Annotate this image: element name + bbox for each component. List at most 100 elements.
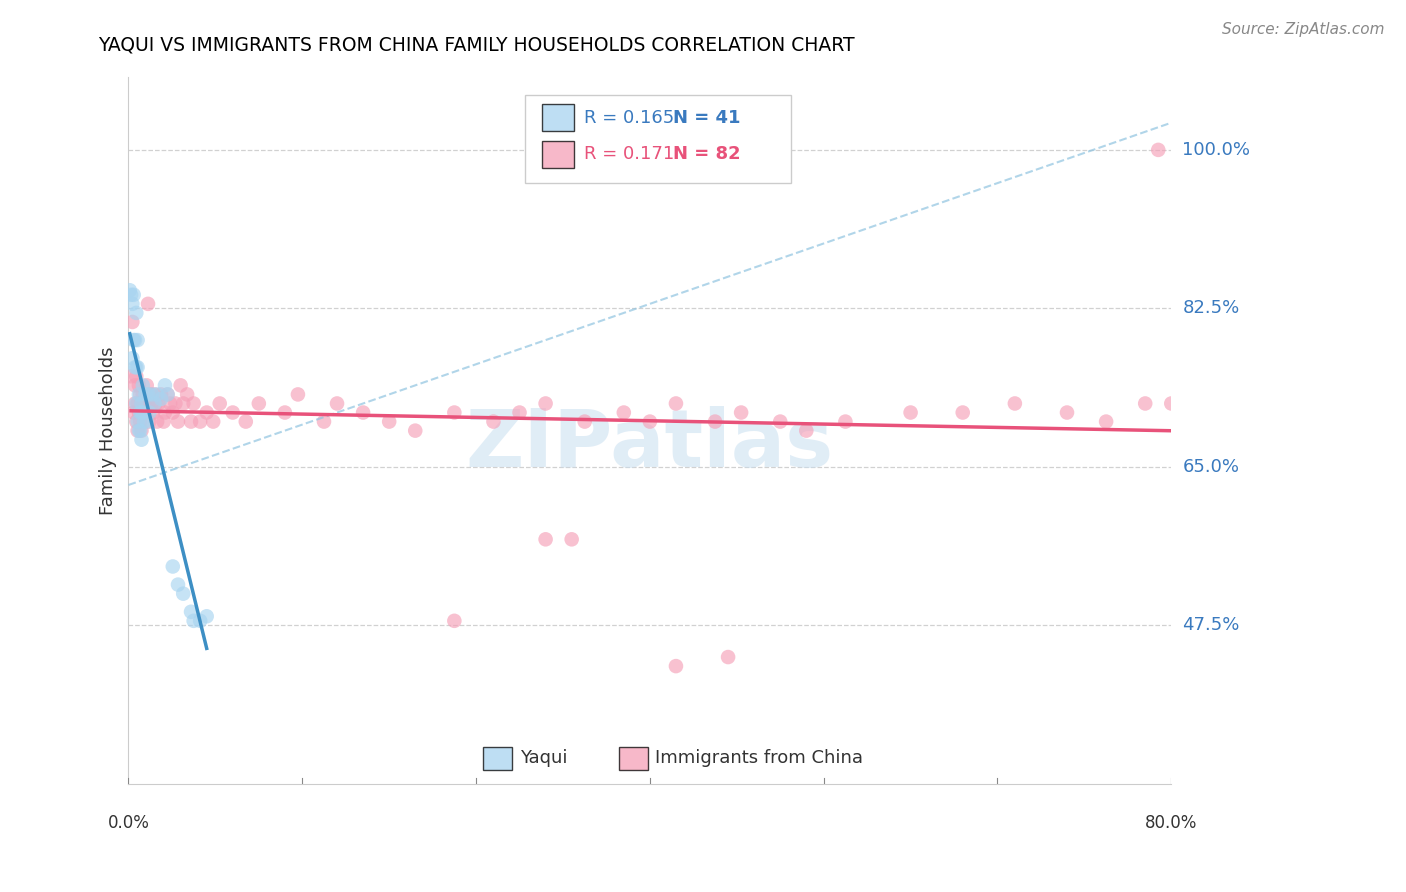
- Text: YAQUI VS IMMIGRANTS FROM CHINA FAMILY HOUSEHOLDS CORRELATION CHART: YAQUI VS IMMIGRANTS FROM CHINA FAMILY HO…: [98, 36, 855, 54]
- Point: [127, 396, 149, 410]
- Point: [128, 424, 150, 438]
- Point: [131, 396, 153, 410]
- Point: [132, 378, 155, 392]
- Point: [125, 360, 148, 375]
- Point: [124, 396, 146, 410]
- Point: [1056, 405, 1078, 419]
- Point: [534, 533, 557, 547]
- Point: [183, 396, 205, 410]
- Point: [128, 387, 150, 401]
- Point: [146, 387, 169, 401]
- Text: R = 0.171: R = 0.171: [583, 145, 675, 163]
- Point: [352, 405, 374, 419]
- Point: [312, 415, 335, 429]
- Point: [129, 424, 152, 438]
- Text: ZIPatlas: ZIPatlas: [465, 406, 834, 483]
- FancyBboxPatch shape: [543, 104, 574, 131]
- Point: [404, 424, 426, 438]
- Point: [730, 405, 752, 419]
- Point: [188, 415, 211, 429]
- FancyBboxPatch shape: [543, 141, 574, 168]
- Point: [769, 415, 792, 429]
- Point: [208, 396, 231, 410]
- Point: [136, 387, 159, 401]
- Point: [202, 415, 225, 429]
- Point: [120, 369, 142, 384]
- Point: [172, 587, 194, 601]
- Point: [274, 405, 297, 419]
- Point: [235, 415, 257, 429]
- Point: [125, 415, 148, 429]
- Point: [509, 405, 531, 419]
- Point: [135, 378, 157, 392]
- Point: [482, 415, 505, 429]
- Point: [665, 396, 688, 410]
- Point: [534, 396, 557, 410]
- Point: [127, 333, 149, 347]
- Point: [195, 405, 218, 419]
- Point: [176, 387, 198, 401]
- Point: [125, 396, 148, 410]
- Point: [638, 415, 661, 429]
- Point: [141, 387, 163, 401]
- Point: [122, 333, 145, 347]
- Point: [443, 405, 465, 419]
- Point: [195, 609, 218, 624]
- Point: [167, 577, 190, 591]
- Point: [613, 405, 636, 419]
- Point: [143, 387, 166, 401]
- Point: [134, 387, 156, 401]
- Text: Yaqui: Yaqui: [520, 749, 567, 767]
- Point: [124, 360, 146, 375]
- FancyBboxPatch shape: [484, 747, 512, 770]
- Point: [136, 297, 159, 311]
- Point: [1135, 396, 1157, 410]
- Point: [145, 396, 167, 410]
- Point: [222, 405, 245, 419]
- Point: [124, 333, 146, 347]
- Point: [131, 396, 153, 410]
- Text: N = 41: N = 41: [673, 109, 741, 127]
- Point: [131, 405, 153, 419]
- Point: [121, 297, 143, 311]
- Point: [162, 405, 184, 419]
- Point: [247, 396, 270, 410]
- Point: [132, 415, 155, 429]
- Point: [717, 650, 740, 665]
- Point: [180, 415, 202, 429]
- Text: 0.0%: 0.0%: [107, 814, 149, 832]
- Point: [156, 387, 179, 401]
- Point: [169, 378, 191, 392]
- Point: [188, 614, 211, 628]
- Point: [121, 315, 143, 329]
- Point: [127, 415, 149, 429]
- Point: [146, 415, 169, 429]
- Point: [127, 424, 149, 438]
- Point: [150, 392, 173, 406]
- Point: [129, 387, 152, 401]
- Point: [162, 559, 184, 574]
- Point: [834, 415, 856, 429]
- Point: [900, 405, 922, 419]
- Point: [443, 614, 465, 628]
- Point: [128, 405, 150, 419]
- Point: [125, 369, 148, 384]
- Point: [172, 396, 194, 410]
- Point: [561, 533, 583, 547]
- Point: [378, 415, 401, 429]
- Point: [131, 424, 153, 438]
- Point: [127, 360, 149, 375]
- Point: [143, 396, 166, 410]
- Text: 47.5%: 47.5%: [1182, 616, 1240, 634]
- Point: [122, 405, 145, 419]
- Point: [131, 433, 153, 447]
- Text: R = 0.165: R = 0.165: [583, 109, 675, 127]
- Point: [1147, 143, 1170, 157]
- Point: [120, 287, 142, 301]
- Text: 65.0%: 65.0%: [1182, 458, 1240, 475]
- Point: [118, 283, 141, 297]
- FancyBboxPatch shape: [524, 95, 790, 184]
- Point: [156, 387, 179, 401]
- Point: [139, 387, 162, 401]
- Point: [141, 396, 163, 410]
